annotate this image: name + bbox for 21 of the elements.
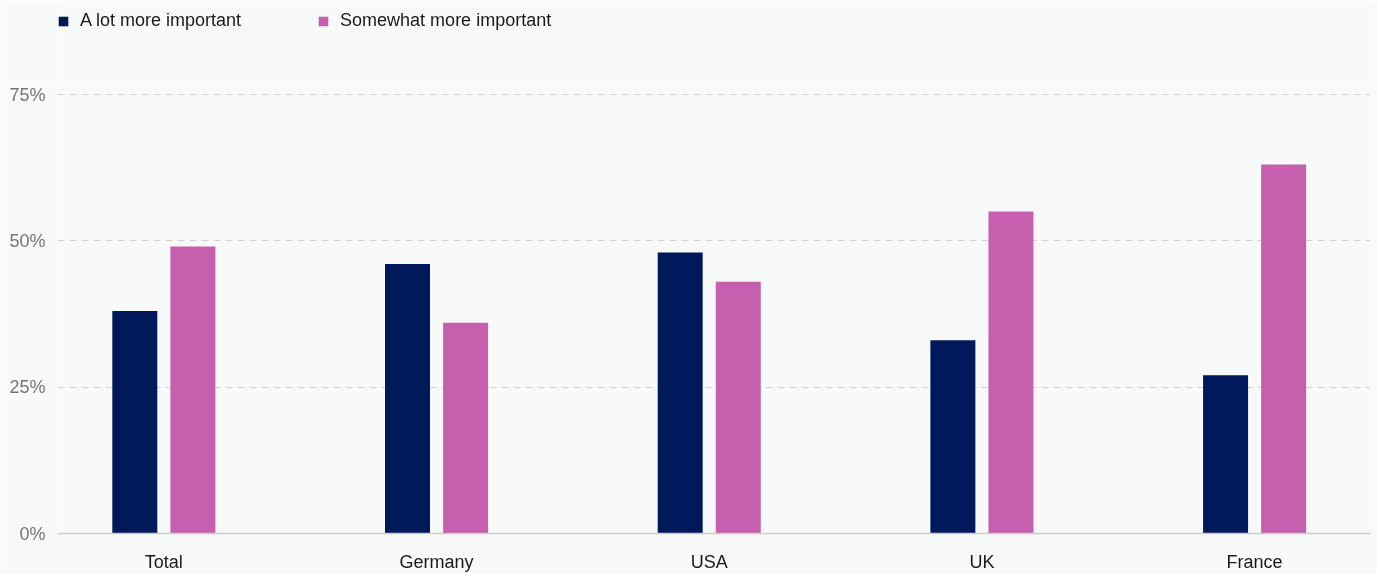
x-tick-label: Total [144, 551, 183, 572]
bar [443, 322, 489, 534]
x-tick-label: USA [690, 551, 728, 572]
bar [385, 264, 430, 534]
x-tick-label: Germany [399, 551, 474, 572]
bar [988, 211, 1034, 534]
bar [112, 310, 158, 534]
bar [1203, 375, 1249, 534]
bar [715, 281, 761, 534]
y-tick-label: 75% [9, 84, 46, 105]
x-tick-label: France [1226, 551, 1283, 572]
y-tick-label: 0% [19, 523, 46, 544]
bar [1261, 164, 1307, 534]
legend-label: Somewhat more important [340, 10, 552, 31]
y-tick-label: 25% [9, 377, 46, 398]
legend-label: A lot more important [80, 10, 242, 31]
bar [930, 340, 976, 534]
y-tick-label: 50% [9, 230, 46, 251]
bar [657, 252, 703, 534]
bar [170, 246, 216, 534]
x-tick-label: UK [969, 551, 995, 572]
